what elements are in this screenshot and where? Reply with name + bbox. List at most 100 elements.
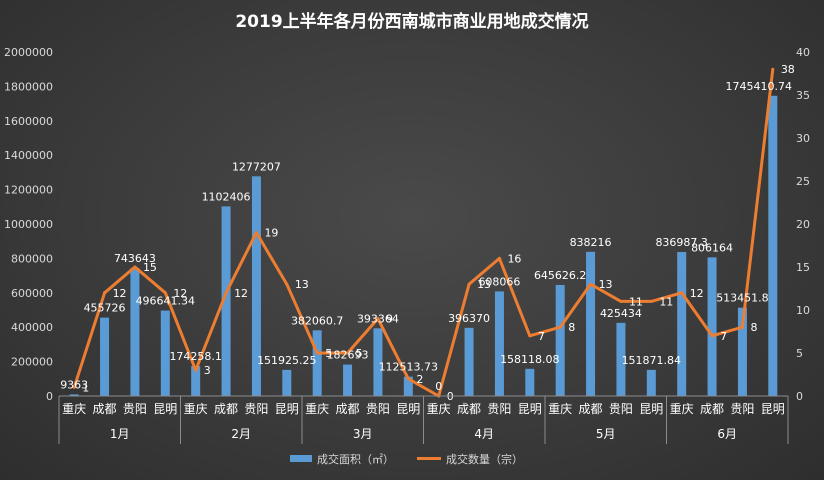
x-tick-label: 成都 [336,402,360,416]
bar [373,328,383,396]
bar-data-label: 806164 [691,241,733,254]
bar-data-label: 9363 [60,378,88,391]
x-tick-label: 贵阳 [123,402,147,416]
line-data-label: 12 [173,287,187,300]
bar [251,176,261,396]
line-data-labels: 1 12 15 12 3 12 19 13 5 5 9 20 13 16 7 8 13 11 11 12 7 8 38 [82,63,795,403]
left-axis-tick-label: 600000 [11,287,53,300]
line-data-label: 8 [568,321,575,334]
line-point [710,334,714,338]
line-data-label: 12 [113,287,127,300]
bar-data-label: 151925.25 [257,354,317,367]
x-tick-label: 重庆 [427,402,451,416]
line-data-label: 15 [143,261,157,274]
bar [586,251,596,396]
line-point [497,256,501,260]
x-tick-label: 成都 [579,402,603,416]
bar [312,330,322,396]
x-tick-label: 昆明 [153,402,177,416]
x-tick-label: 成都 [700,402,724,416]
bar-data-label: 496641.34 [136,295,196,308]
bar [707,257,717,396]
x-tick-label: 贵阳 [730,402,754,416]
x-tick-label: 昆明 [761,402,785,416]
left-axis-tick-label: 800000 [11,252,53,265]
x-tick-label: 成都 [457,402,481,416]
bar [403,376,413,396]
line-point [285,282,289,286]
line-point [558,325,562,329]
bar-data-label: 645626.2 [534,269,587,282]
line-point [346,351,350,355]
bar [525,368,535,396]
bar [69,394,79,396]
legend-bar-swatch [290,455,312,462]
line-point [254,231,258,235]
left-axis: 0 200000 400000 600000 800000 1000000 1200000 1… [4,46,53,403]
bar-data-label: 396370 [448,312,490,325]
bar [555,284,565,396]
bar-data-label: 513451.8 [716,292,769,305]
bar [343,364,353,396]
left-axis-tick-label: 400000 [11,321,53,334]
x-tick-label: 重庆 [305,402,329,416]
right-axis-tick-label: 30 [796,132,810,145]
x-axis: 重庆 成都 贵阳 昆明 重庆 成都 贵阳 昆明 重庆 成都 贵阳 昆明 重庆 成都 贵阳 昆明 重庆 成都 贵阳 昆明… [58,395,789,444]
left-axis-tick-label: 2000000 [4,46,53,59]
line-point [649,299,653,303]
line-point [619,299,623,303]
bar-data-label: 382060.7 [291,314,344,327]
right-axis-tick-label: 40 [796,46,810,59]
x-group-label: 4月 [474,427,494,441]
right-axis-tick-label: 20 [796,218,810,231]
bar [160,310,170,396]
line-point [103,291,107,295]
line-point [406,377,410,381]
x-group-label: 5月 [596,427,616,441]
bar-series [69,95,778,396]
line-point [771,67,775,71]
legend: 成交面积（㎡） 成交数量（宗） [290,452,523,466]
left-axis-tick-label: 200000 [11,356,53,369]
bar-data-label: 1102406 [202,190,251,203]
right-axis-tick-label: 35 [796,89,810,102]
right-axis-tick-label: 25 [796,175,810,188]
right-axis-tick-label: 5 [796,347,803,360]
x-tick-label: 重庆 [670,402,694,416]
x-tick-label: 昆明 [518,402,542,416]
bar-data-label: 1745410.74 [726,80,792,93]
bar [100,317,110,396]
line-data-label: 2 [416,373,423,386]
left-axis-tick-label: 1200000 [4,184,53,197]
line-data-label: 38 [781,63,795,76]
x-tick-label: 成都 [214,402,238,416]
bar-data-label: 0 [435,380,442,393]
left-axis-tick-label: 1600000 [4,115,53,128]
x-group-label: 1月 [110,427,130,441]
right-axis-tick-label: 0 [796,390,803,403]
series-line [72,69,775,398]
bar-data-label: 174258.1 [169,350,222,363]
bar-data-label: 838216 [570,236,612,249]
line-point [589,282,593,286]
line-data-label: 16 [507,252,521,265]
bar-data-label: 836987.3 [655,236,708,249]
line-data-label: 3 [204,364,211,377]
line-data-label: 5 [356,347,363,360]
line-point [72,385,76,389]
left-axis-tick-label: 1800000 [4,80,53,93]
bar-data-label: 743643 [114,252,156,265]
x-group-label: 3月 [353,427,373,441]
line-point [163,291,167,295]
x-tick-label: 重庆 [184,402,208,416]
bar-data-label: 1277207 [232,160,281,173]
bar-data-label: 112513.73 [379,361,439,374]
x-tick-label: 重庆 [548,402,572,416]
line-point [133,265,137,269]
line-data-label: 13 [477,278,491,291]
x-group-label: 6月 [717,427,737,441]
legend-line-label: 成交数量（宗） [446,452,523,466]
x-tick-label: 昆明 [396,402,420,416]
